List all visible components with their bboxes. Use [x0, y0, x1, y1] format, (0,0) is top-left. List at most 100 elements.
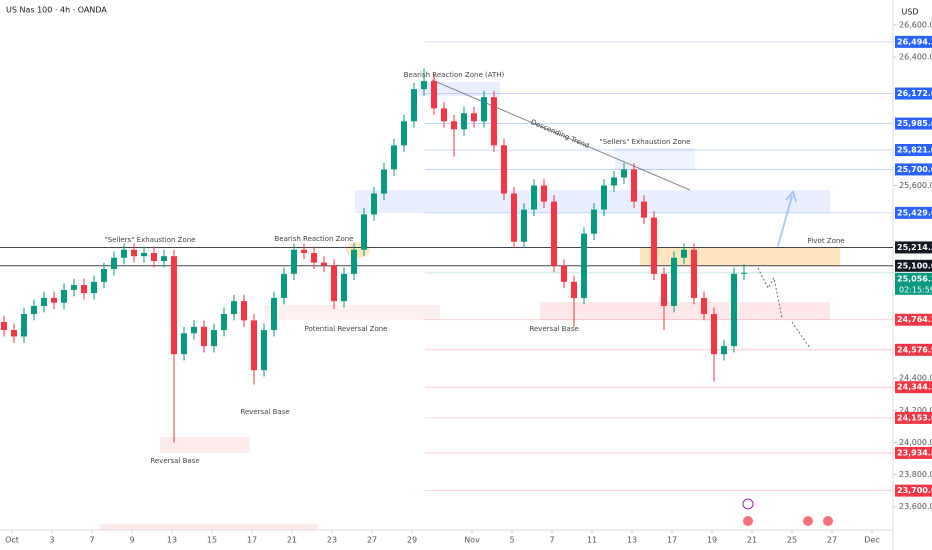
- candle-body: [731, 273, 737, 347]
- candle-body: [421, 81, 427, 90]
- candle-body: [391, 145, 397, 170]
- candle-body: [41, 297, 47, 306]
- chart-title: US Nas 100 · 4h · OANDA: [6, 6, 107, 15]
- price-label: 25,056.2: [897, 274, 932, 283]
- price-label-box: [895, 87, 932, 100]
- event-icon[interactable]: [743, 516, 753, 526]
- y-tick-label: 26,400.0: [899, 53, 932, 62]
- candle-body: [621, 169, 627, 178]
- x-tick-label: Nov: [464, 536, 480, 545]
- candle-body: [341, 273, 347, 302]
- price-label: 25,700.0: [897, 165, 932, 174]
- zone: [418, 82, 500, 96]
- candle-body: [31, 305, 37, 314]
- candle-body: [571, 281, 577, 298]
- candle-body: [361, 214, 367, 250]
- candle-body: [501, 145, 507, 194]
- annotation: "Sellers" Exhaustion Zone: [600, 138, 691, 146]
- price-label: 25,214.3: [897, 243, 932, 252]
- x-tick-label: 9: [129, 536, 134, 545]
- x-tick-label: 7: [549, 536, 554, 545]
- price-label-box: [895, 484, 932, 497]
- price-label: 25,985.6: [897, 119, 932, 128]
- price-label: 25,429.6: [897, 208, 932, 217]
- price-label: 24,764.2: [897, 315, 932, 324]
- candle-body: [431, 81, 437, 109]
- x-tick-label: 13: [167, 536, 177, 545]
- candle-body: [671, 257, 677, 306]
- price-label: 26,494.3: [897, 37, 932, 46]
- y-tick-label: 24,000.0: [899, 438, 932, 447]
- annotation: Potential Reversal Zone: [304, 325, 387, 333]
- price-label-box: [895, 144, 932, 157]
- candle-body: [611, 177, 617, 186]
- candle-body: [591, 209, 597, 234]
- price-label-box: [895, 272, 932, 285]
- candle-body: [131, 249, 137, 257]
- candle-body: [351, 249, 357, 274]
- candle-body: [631, 169, 637, 202]
- candle-body: [171, 256, 177, 355]
- candle-body: [261, 330, 267, 371]
- annotation: Reversal Base: [240, 408, 289, 416]
- candle-body: [331, 265, 337, 302]
- event-icon[interactable]: [803, 516, 813, 526]
- candle-body: [411, 89, 417, 122]
- candle-body: [201, 326, 207, 347]
- candle-body: [401, 121, 407, 146]
- candle-body: [481, 97, 487, 122]
- candle-body: [101, 269, 107, 282]
- zones: [100, 79, 840, 530]
- event-icon[interactable]: [742, 498, 754, 510]
- y-tick-label: 25,600.0: [899, 181, 932, 190]
- price-label-box: [895, 206, 932, 219]
- y-tick-label: 24,200.0: [899, 406, 932, 415]
- x-tick-label: 21: [287, 536, 297, 545]
- candle-body: [11, 330, 17, 337]
- zone: [615, 148, 695, 170]
- x-tick-label: 29: [407, 536, 417, 545]
- candle-body: [141, 252, 147, 257]
- candle-body: [521, 209, 527, 242]
- price-label-box: [895, 117, 932, 130]
- x-tick-label: 23: [327, 536, 337, 545]
- candle-body: [531, 185, 537, 210]
- candle-body: [471, 113, 477, 122]
- x-tick-label: Dec: [864, 536, 879, 545]
- candle-body: [581, 233, 587, 298]
- zone: [540, 302, 830, 320]
- currency: USD: [901, 8, 918, 17]
- candle-body: [61, 289, 67, 303]
- candle-body: [281, 273, 287, 298]
- candle-body: [511, 193, 517, 242]
- candle-body: [221, 313, 227, 331]
- candle-body: [711, 313, 717, 355]
- candle-body: [241, 301, 247, 321]
- x-tick-label: 21: [747, 536, 757, 545]
- candle-body: [231, 301, 237, 314]
- x-tick-label: 25: [787, 536, 797, 545]
- price-label: 25,821.0: [897, 146, 932, 155]
- candle-body: [451, 121, 457, 130]
- annotation: Descending Trend: [530, 118, 591, 150]
- price-label: 24,576.9: [897, 345, 932, 354]
- candle-body: [321, 262, 327, 266]
- candle-body: [121, 249, 127, 258]
- price-label-box: [895, 35, 932, 48]
- annotation: Pivot Zone: [807, 237, 844, 245]
- candle-body: [21, 313, 27, 337]
- x-tick-label: 27: [367, 536, 377, 545]
- x-tick-label: 17: [247, 536, 257, 545]
- price-label-box: [895, 446, 932, 459]
- candle-body: [291, 249, 297, 274]
- zone: [100, 524, 318, 530]
- annotation: Reversal Base: [150, 457, 199, 465]
- countdown: 02:15:59: [899, 285, 932, 294]
- candle-body: [561, 265, 567, 282]
- candle-body: [681, 249, 687, 258]
- price-label-box: [895, 381, 932, 394]
- zone: [355, 190, 830, 213]
- event-icon[interactable]: [823, 516, 833, 526]
- x-tick-label: 3: [49, 536, 54, 545]
- price-label-box: [895, 313, 932, 326]
